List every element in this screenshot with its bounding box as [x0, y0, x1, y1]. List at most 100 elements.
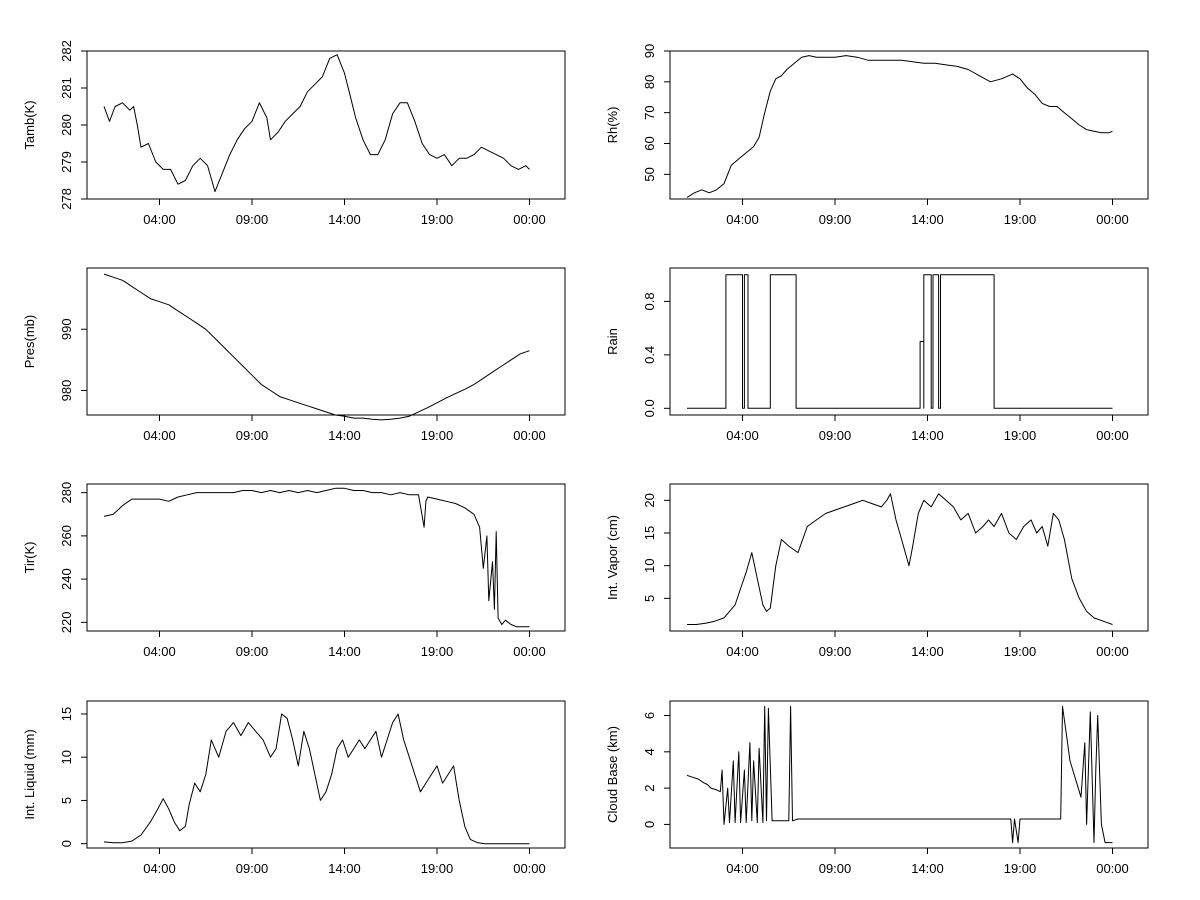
x-tick-label: 04:00 — [143, 861, 176, 876]
plot-frame — [86, 483, 566, 632]
y-tick-label: 240 — [59, 568, 74, 590]
x-tick-label: 00:00 — [1096, 428, 1129, 443]
y-tick-label: 6 — [642, 712, 657, 719]
y-tick-label: 15 — [642, 526, 657, 540]
x-tick-label: 09:00 — [236, 861, 269, 876]
y-tick-label: 80 — [642, 75, 657, 89]
x-tick-label: 09:00 — [819, 212, 852, 227]
y-tick-label: 5 — [642, 595, 657, 602]
y-tick-label: 990 — [59, 318, 74, 340]
y-tick-label: 279 — [59, 151, 74, 173]
y-tick-label: 5 — [59, 797, 74, 804]
x-tick-label: 09:00 — [819, 644, 852, 659]
x-tick-label: 04:00 — [726, 428, 759, 443]
y-axis-label: Cloud Base (km) — [605, 726, 620, 823]
x-tick-label: 00:00 — [513, 212, 546, 227]
x-tick-label: 19:00 — [421, 212, 454, 227]
x-tick-label: 14:00 — [911, 861, 944, 876]
y-tick-label: 280 — [59, 114, 74, 136]
x-tick-label: 19:00 — [421, 861, 454, 876]
x-tick-label: 19:00 — [1004, 861, 1037, 876]
y-tick-label: 10 — [642, 558, 657, 572]
x-tick-label: 14:00 — [911, 428, 944, 443]
y-tick-label: 0 — [59, 840, 74, 847]
x-tick-label: 00:00 — [1096, 861, 1129, 876]
panel-3: 04:00 09:00 14:00 19:00 00:00 0.0 0.4 0.8 Rain — [605, 267, 1149, 443]
plot-frame — [86, 50, 566, 200]
y-tick-label: 50 — [642, 167, 657, 181]
x-tick-label: 00:00 — [513, 644, 546, 659]
panel-6: 04:00 09:00 14:00 19:00 00:00 0 5 10 15 Int. Liqu… — [22, 700, 566, 876]
y-tick-label: 0 — [642, 821, 657, 828]
x-tick-label: 04:00 — [143, 428, 176, 443]
plot-frame — [86, 267, 566, 416]
x-tick-label: 14:00 — [328, 861, 361, 876]
x-tick-label: 14:00 — [911, 644, 944, 659]
x-tick-label: 04:00 — [726, 861, 759, 876]
panel-1: 04:00 09:00 14:00 19:00 00:00 50 60 70 80 90 Rh(%) — [605, 44, 1149, 227]
y-axis-label: Tamb(K) — [22, 100, 37, 149]
panel-2: 04:00 09:00 14:00 19:00 00:00 980 990 Pres(mb) — [22, 267, 566, 443]
y-tick-label: 0.0 — [642, 399, 657, 417]
x-tick-label: 14:00 — [328, 644, 361, 659]
y-tick-label: 70 — [642, 105, 657, 119]
x-tick-label: 04:00 — [143, 644, 176, 659]
y-tick-label: 980 — [59, 380, 74, 402]
y-axis-label: Int. Liquid (mm) — [22, 729, 37, 819]
x-tick-label: 19:00 — [1004, 212, 1037, 227]
x-tick-label: 14:00 — [328, 428, 361, 443]
x-tick-label: 00:00 — [513, 861, 546, 876]
panel-5: 04:00 09:00 14:00 19:00 00:00 5 10 15 20 Int. Vap… — [605, 483, 1149, 659]
y-tick-label: 260 — [59, 525, 74, 547]
x-tick-label: 04:00 — [726, 644, 759, 659]
y-axis-label: Rh(%) — [605, 107, 620, 144]
x-tick-label: 09:00 — [236, 212, 269, 227]
y-tick-label: 0.4 — [642, 346, 657, 364]
x-tick-label: 09:00 — [236, 428, 269, 443]
x-tick-label: 09:00 — [819, 861, 852, 876]
y-tick-label: 278 — [59, 188, 74, 210]
y-tick-label: 15 — [59, 707, 74, 721]
y-tick-label: 281 — [59, 77, 74, 99]
y-axis-label: Rain — [605, 328, 620, 355]
y-tick-label: 10 — [59, 750, 74, 764]
panel-4: 04:00 09:00 14:00 19:00 00:00 220 240 260 280 Tir… — [22, 482, 566, 659]
series-line — [103, 713, 530, 845]
x-tick-label: 00:00 — [1096, 644, 1129, 659]
y-tick-label: 2 — [642, 784, 657, 791]
series-line — [103, 54, 530, 193]
series-line — [687, 493, 1113, 625]
y-tick-label: 60 — [642, 136, 657, 150]
x-tick-label: 14:00 — [911, 212, 944, 227]
panel-7: 04:00 09:00 14:00 19:00 00:00 0 2 4 6 Cloud Base … — [605, 700, 1149, 876]
y-tick-label: 90 — [642, 44, 657, 58]
x-tick-label: 19:00 — [421, 428, 454, 443]
x-tick-label: 04:00 — [726, 212, 759, 227]
x-tick-label: 00:00 — [1096, 212, 1129, 227]
series-line — [686, 705, 1113, 844]
x-tick-label: 14:00 — [328, 212, 361, 227]
series-line — [103, 273, 530, 421]
x-tick-label: 09:00 — [819, 428, 852, 443]
series-line — [103, 487, 530, 628]
plot-frame — [669, 50, 1149, 200]
y-axis-label: Int. Vapor (cm) — [605, 515, 620, 600]
y-tick-label: 220 — [59, 612, 74, 634]
y-axis-label: Tir(K) — [22, 541, 37, 573]
y-tick-label: 20 — [642, 493, 657, 507]
x-tick-label: 19:00 — [1004, 644, 1037, 659]
y-tick-label: 4 — [642, 748, 657, 755]
y-tick-label: 282 — [59, 40, 74, 62]
x-tick-label: 19:00 — [421, 644, 454, 659]
plot-frame — [86, 700, 566, 849]
x-tick-label: 00:00 — [513, 428, 546, 443]
y-axis-label: Pres(mb) — [22, 315, 37, 368]
x-tick-label: 19:00 — [1004, 428, 1037, 443]
y-tick-label: 280 — [59, 482, 74, 504]
plot-frame — [669, 483, 1149, 632]
plot-frame — [669, 700, 1149, 849]
y-tick-label: 0.8 — [642, 292, 657, 310]
series-line — [686, 55, 1113, 198]
x-tick-label: 04:00 — [143, 212, 176, 227]
